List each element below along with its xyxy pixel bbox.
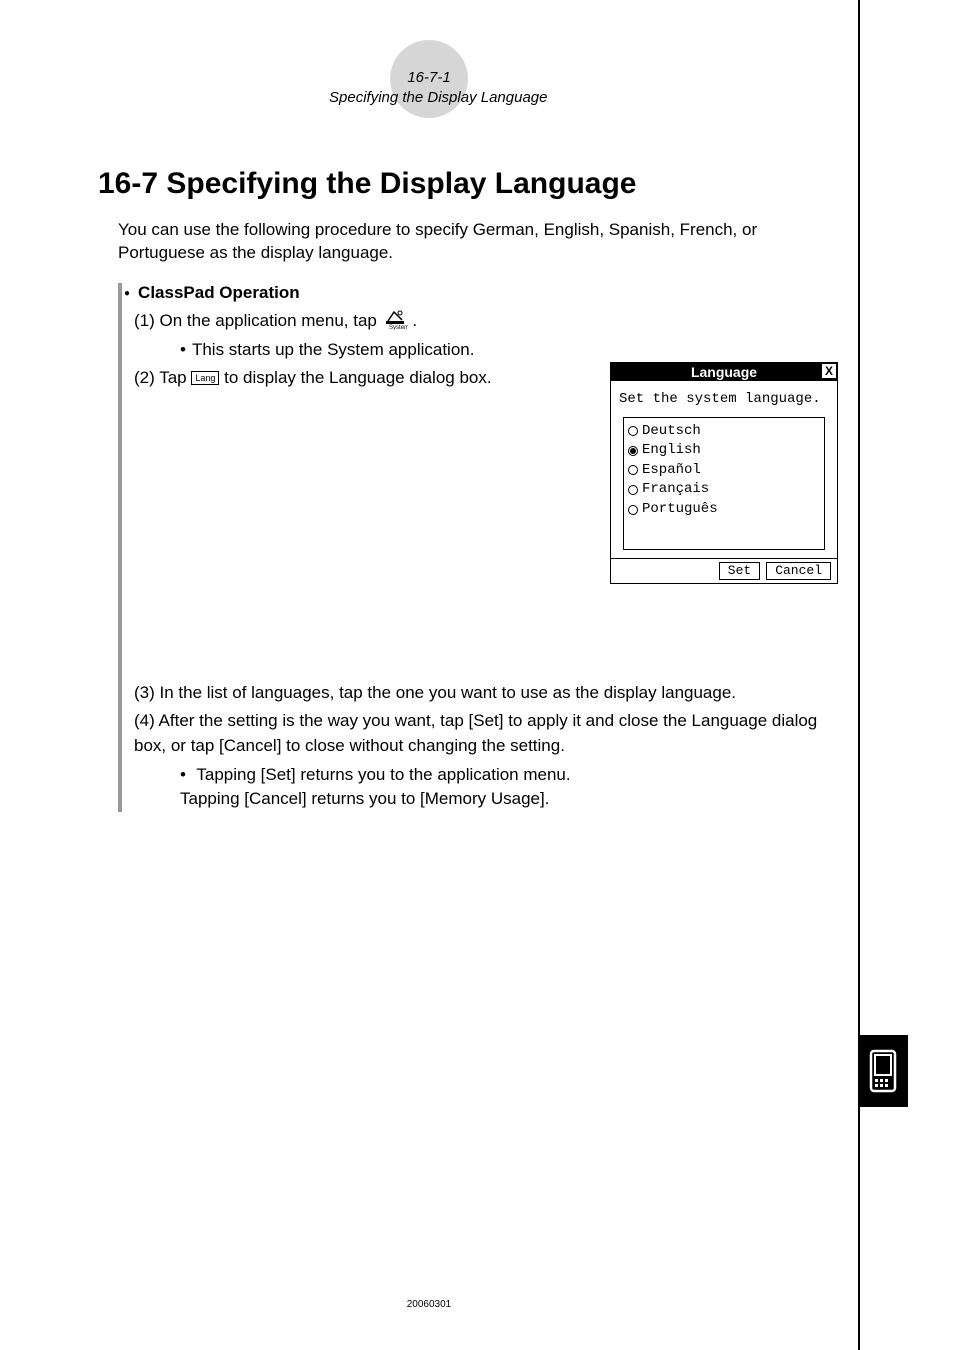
intro-paragraph: You can use the following procedure to s… <box>118 219 798 265</box>
set-button[interactable]: Set <box>719 562 760 580</box>
header-page-title: Specifying the Display Language <box>329 88 529 108</box>
step-1: (1) On the application menu, tap System … <box>134 309 838 334</box>
lang-label: Español <box>642 461 701 481</box>
language-dialog: Language X Set the system language. Deut… <box>610 362 838 584</box>
step-2-post: to display the Language dialog box. <box>224 368 491 387</box>
lang-option-deutsch[interactable]: Deutsch <box>628 422 820 442</box>
close-icon[interactable]: X <box>821 363 837 379</box>
step-4-sub-a: Tapping [Set] returns you to the applica… <box>180 763 838 812</box>
svg-text:System: System <box>389 325 408 330</box>
step-3: (3) In the list of languages, tap the on… <box>134 681 838 706</box>
header-page-ref: 16-7-1 <box>329 68 529 88</box>
dialog-button-row: Set Cancel <box>611 558 837 583</box>
cancel-button[interactable]: Cancel <box>766 562 831 580</box>
step-4: (4) After the setting is the way you wan… <box>134 709 838 758</box>
dialog-titlebar: Language X <box>611 363 837 381</box>
radio-icon <box>628 505 638 515</box>
dialog-title-text: Language <box>691 364 757 380</box>
lang-icon: Lang <box>191 371 219 385</box>
lang-option-francais[interactable]: Français <box>628 480 820 500</box>
operation-heading: ClassPad Operation <box>124 283 838 303</box>
step-1-post: . <box>412 311 417 330</box>
lang-option-portugues[interactable]: Português <box>628 500 820 520</box>
lang-option-espanol[interactable]: Español <box>628 461 820 481</box>
radio-icon <box>628 465 638 475</box>
after-dialog-block: (3) In the list of languages, tap the on… <box>134 681 838 812</box>
radio-icon <box>628 485 638 495</box>
header-badge: 16-7-1 Specifying the Display Language <box>329 40 529 107</box>
radio-icon-selected <box>628 446 638 456</box>
language-list: Deutsch English Español Français Portugu… <box>623 417 825 551</box>
footer-code: 20060301 <box>0 1299 858 1310</box>
calculator-icon <box>868 1049 898 1093</box>
step-2-pre: (2) Tap <box>134 368 191 387</box>
step-1-sub: This starts up the System application. <box>180 338 838 363</box>
lang-label: Português <box>642 500 718 520</box>
dialog-message: Set the system language. <box>611 381 837 415</box>
radio-icon <box>628 426 638 436</box>
system-icon: System <box>382 308 408 330</box>
lang-label: Deutsch <box>642 422 701 442</box>
step-1-pre: (1) On the application menu, tap <box>134 311 382 330</box>
lang-option-english[interactable]: English <box>628 441 820 461</box>
page: 16-7-1 Specifying the Display Language 1… <box>0 0 860 1350</box>
section-title: 16-7 Specifying the Display Language <box>98 167 858 201</box>
side-tab <box>858 1035 908 1107</box>
lang-label: Français <box>642 480 709 500</box>
badge-text: 16-7-1 Specifying the Display Language <box>329 60 529 107</box>
lang-label: English <box>642 441 701 461</box>
